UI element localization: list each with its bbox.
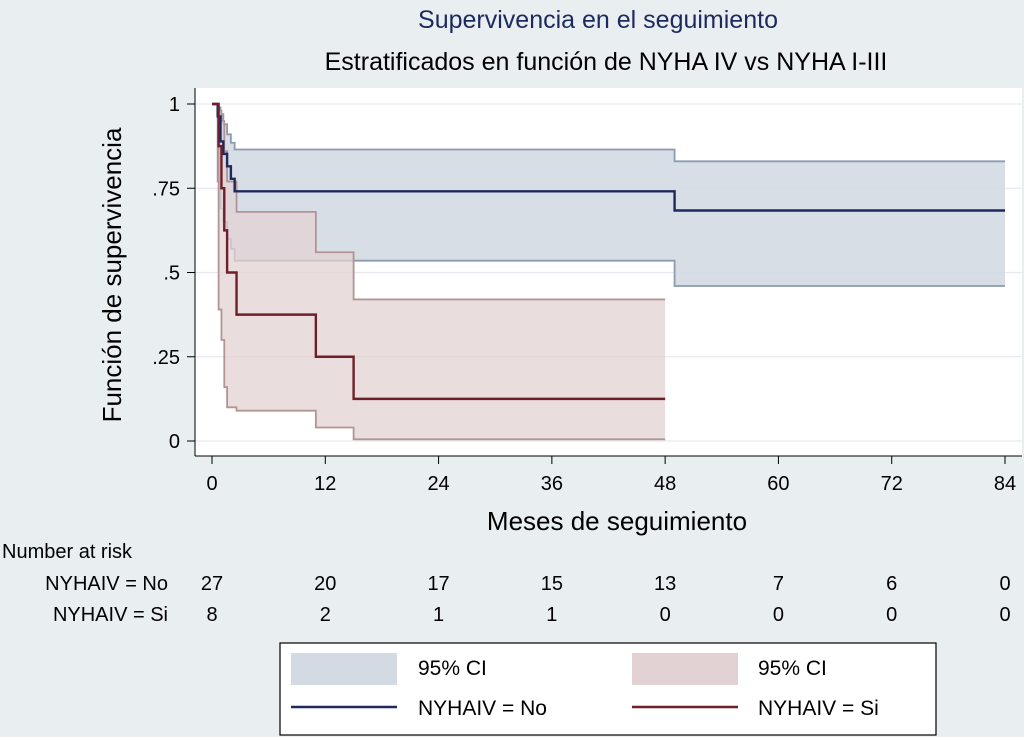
legend-label: 95% CI	[758, 657, 827, 680]
ci-band-si	[212, 104, 666, 440]
y-axis-ticks: 0 .25 .5 .75 1	[152, 94, 195, 453]
chart-title: Supervivencia en el seguimiento	[418, 6, 778, 34]
y-tick-label: .75	[152, 178, 180, 200]
risk-count: 17	[427, 573, 449, 595]
risk-count: 0	[999, 604, 1010, 626]
risk-count: 1	[546, 604, 557, 626]
x-tick-label: 24	[427, 473, 449, 495]
y-tick-label: .5	[163, 263, 180, 285]
risk-row-label: NYHAIV = No	[45, 573, 168, 595]
y-tick-label: 0	[169, 431, 180, 453]
risk-count: 0	[886, 604, 897, 626]
chart-subtitle: Estratificados en función de NYHA IV vs …	[325, 48, 888, 76]
risk-count: 27	[201, 573, 223, 595]
y-tick-label: 1	[169, 94, 180, 116]
survival-line-si	[212, 102, 666, 401]
x-axis-label: Meses de seguimiento	[487, 506, 747, 536]
x-tick-label: 36	[541, 473, 563, 495]
risk-count: 7	[773, 573, 784, 595]
risk-count: 13	[654, 573, 676, 595]
survival-curves	[212, 102, 1005, 401]
y-axis-label: Función de supervivencia	[97, 127, 127, 422]
ci-lower-line	[212, 103, 666, 441]
x-tick-label: 60	[767, 473, 789, 495]
legend-label: 95% CI	[418, 657, 487, 680]
x-tick-label: 84	[994, 473, 1016, 495]
risk-count: 2	[320, 604, 331, 626]
number-at-risk-title: Number at risk	[2, 541, 133, 563]
legend-ci-swatch	[291, 653, 397, 685]
risk-count: 1	[433, 604, 444, 626]
x-axis-ticks: 0 12 24 36 48 60 72 84	[206, 456, 1016, 495]
legend-ci-swatch	[632, 653, 738, 685]
risk-count: 20	[314, 573, 336, 595]
number-at-risk-table: Number at risk NYHAIV = No 27 20 17 15 13 7 6 0N…	[2, 541, 1011, 626]
x-tick-label: 48	[654, 473, 676, 495]
risk-count: 6	[886, 573, 897, 595]
legend: 95% CI 95% CI NYHAIV = No NYHAIV = Si	[279, 642, 937, 736]
x-tick-label: 0	[206, 473, 217, 495]
legend-label: NYHAIV = No	[418, 697, 547, 720]
risk-count: 0	[660, 604, 671, 626]
legend-label: NYHAIV = Si	[758, 697, 879, 720]
y-tick-label: .25	[152, 347, 180, 369]
risk-row-label: NYHAIV = Si	[53, 604, 168, 626]
risk-count: 0	[773, 604, 784, 626]
x-tick-label: 72	[881, 473, 903, 495]
risk-count: 0	[999, 573, 1010, 595]
risk-count: 15	[541, 573, 563, 595]
x-tick-label: 12	[314, 473, 336, 495]
risk-count: 8	[206, 604, 217, 626]
